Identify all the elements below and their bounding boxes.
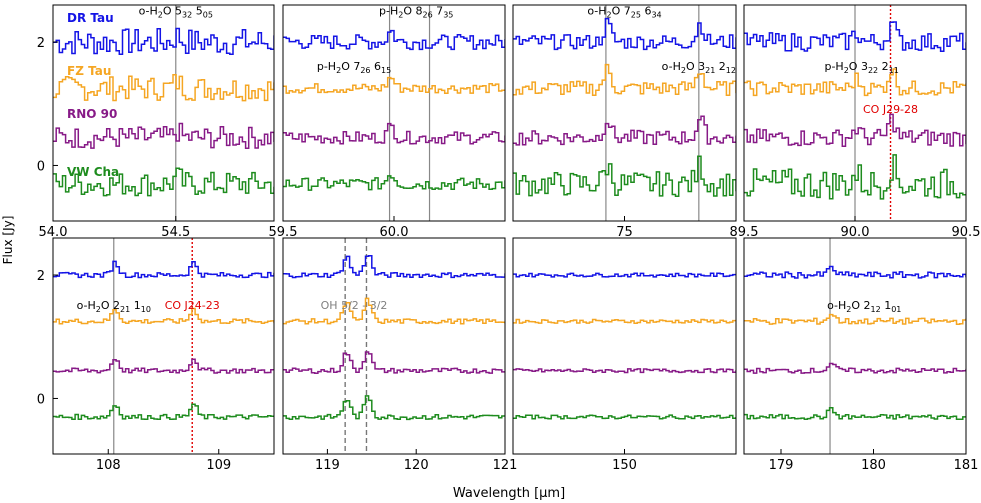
- series-rno-90-p7: [513, 368, 736, 374]
- series-dr-tau-p8: [744, 265, 966, 279]
- series-fz-tau-p3: [513, 63, 736, 97]
- series-vw-cha-p8: [744, 406, 966, 421]
- y-axis-label: Flux [Jy]: [1, 216, 15, 265]
- y-tick-label-p1-1: 2: [37, 36, 45, 51]
- x-tick-label-p8-0: 179: [769, 458, 794, 473]
- line-label-p2-1: p-H2O 726 615: [317, 60, 391, 75]
- panel-frame-p8: [743, 237, 967, 455]
- panel-p4: p-H2O 322 211 CO J29-28 89.5 90.0 90.5: [730, 4, 981, 240]
- series-rno-90-p5: [53, 358, 274, 374]
- line-label-p1-0: o-H2O 532 505: [139, 4, 213, 19]
- line-label-p5-1: CO J24-23: [165, 299, 220, 312]
- x-tick-label-p8-2: 181: [954, 458, 979, 473]
- x-tick-label-p2-1: 60.0: [380, 225, 409, 240]
- legend-fz-tau: FZ Tau: [67, 64, 111, 78]
- x-tick-label-p4-0: 89.5: [730, 225, 759, 240]
- x-tick-label-p5-1: 109: [206, 458, 231, 473]
- series-dr-tau-p7: [513, 272, 736, 278]
- x-tick-label-p3-0: 75: [616, 225, 633, 240]
- series-vw-cha-p2: [283, 175, 505, 191]
- x-tick-label-p5-0: 108: [96, 458, 121, 473]
- series-dr-tau-p6: [283, 255, 505, 279]
- series-fz-tau-p6: [283, 297, 505, 325]
- line-label-p4-0: p-H2O 322 211: [824, 60, 898, 75]
- series-rno-90-p1: [53, 122, 274, 150]
- panel-frame-p3: [512, 4, 737, 222]
- series-vw-cha-p6: [283, 395, 505, 421]
- line-label-p6-0: OH 5/2 - 3/2: [321, 299, 388, 312]
- series-rno-90-p8: [744, 362, 966, 374]
- series-fz-tau-p7: [513, 318, 736, 324]
- series-rno-90-p2: [283, 122, 505, 145]
- series-vw-cha-p3: [513, 155, 736, 197]
- series-fz-tau-p2: [283, 76, 505, 95]
- x-axis-label: Wavelength [μm]: [453, 486, 565, 501]
- y-tick-label-p1-0: 0: [37, 159, 45, 174]
- x-tick-label-p4-1: 90.0: [841, 225, 870, 240]
- series-dr-tau-p2: [283, 29, 505, 51]
- x-tick-label-p7-0: 150: [612, 458, 637, 473]
- panel-p2: p-H2O 826 735 p-H2O 726 615 59.5 60.0: [269, 4, 506, 240]
- series-rno-90-p4: [744, 113, 966, 148]
- panel-p1: o-H2O 532 505 54.0 54.5 0 2 DR Tau FZ Tau RNO 9…: [37, 4, 275, 240]
- x-tick-label-p4-2: 90.5: [952, 225, 981, 240]
- series-rno-90-p3: [513, 115, 736, 146]
- x-tick-label-p1-0: 54.0: [39, 225, 68, 240]
- panel-p5: o-H2O 221 110 CO J24-23 108 109 0 2: [37, 237, 275, 473]
- series-fz-tau-p5: [53, 307, 274, 325]
- line-label-p2-0: p-H2O 826 735: [379, 4, 453, 19]
- panel-p3: o-H2O 725 634 o-H2O 321 212 75: [512, 4, 737, 240]
- line-label-p8-0: o-H2O 212 101: [827, 299, 901, 314]
- y-tick-label-p5-1: 2: [37, 269, 45, 284]
- panel-frame-p5: [52, 237, 275, 455]
- line-label-p4-1: CO J29-28: [863, 103, 918, 116]
- line-label-p3-0: o-H2O 725 634: [587, 4, 661, 19]
- legend-dr-tau: DR Tau: [67, 11, 114, 25]
- panel-p8: o-H2O 212 101 179 180 181: [743, 237, 979, 473]
- series-dr-tau-p4: [744, 21, 966, 52]
- panel-frame-p6: [282, 237, 506, 455]
- series-dr-tau-p1: [53, 27, 274, 56]
- series-dr-tau-p5: [53, 260, 274, 279]
- series-fz-tau-p1: [53, 73, 274, 102]
- series-vw-cha-p1: [53, 167, 274, 197]
- legend-rno-90: RNO 90: [67, 107, 117, 121]
- series-dr-tau-p3: [513, 17, 736, 51]
- legend-vw-cha: VW Cha: [67, 165, 119, 179]
- x-tick-label-p2-0: 59.5: [269, 225, 298, 240]
- x-tick-label-p1-1: 54.5: [161, 225, 190, 240]
- line-label-p5-0: o-H2O 221 110: [77, 299, 151, 314]
- line-label-p3-1: o-H2O 321 212: [662, 60, 736, 75]
- x-tick-label-p6-0: 119: [315, 458, 340, 473]
- series-vw-cha-p5: [53, 403, 274, 421]
- panel-p7: 150: [512, 237, 737, 473]
- panel-frame-p1: [52, 4, 275, 222]
- series-vw-cha-p4: [744, 154, 966, 200]
- panel-frame-p7: [512, 237, 737, 455]
- x-tick-label-p6-1: 120: [404, 458, 429, 473]
- series-vw-cha-p7: [513, 414, 736, 420]
- x-tick-label-p8-1: 180: [861, 458, 886, 473]
- series-fz-tau-p4: [744, 68, 966, 97]
- panel-p6: OH 5/2 - 3/2 119 120 121: [282, 237, 518, 473]
- series-fz-tau-p8: [744, 313, 966, 325]
- x-tick-label-p6-2: 121: [493, 458, 518, 473]
- y-tick-label-p5-0: 0: [37, 392, 45, 407]
- series-rno-90-p6: [283, 351, 505, 374]
